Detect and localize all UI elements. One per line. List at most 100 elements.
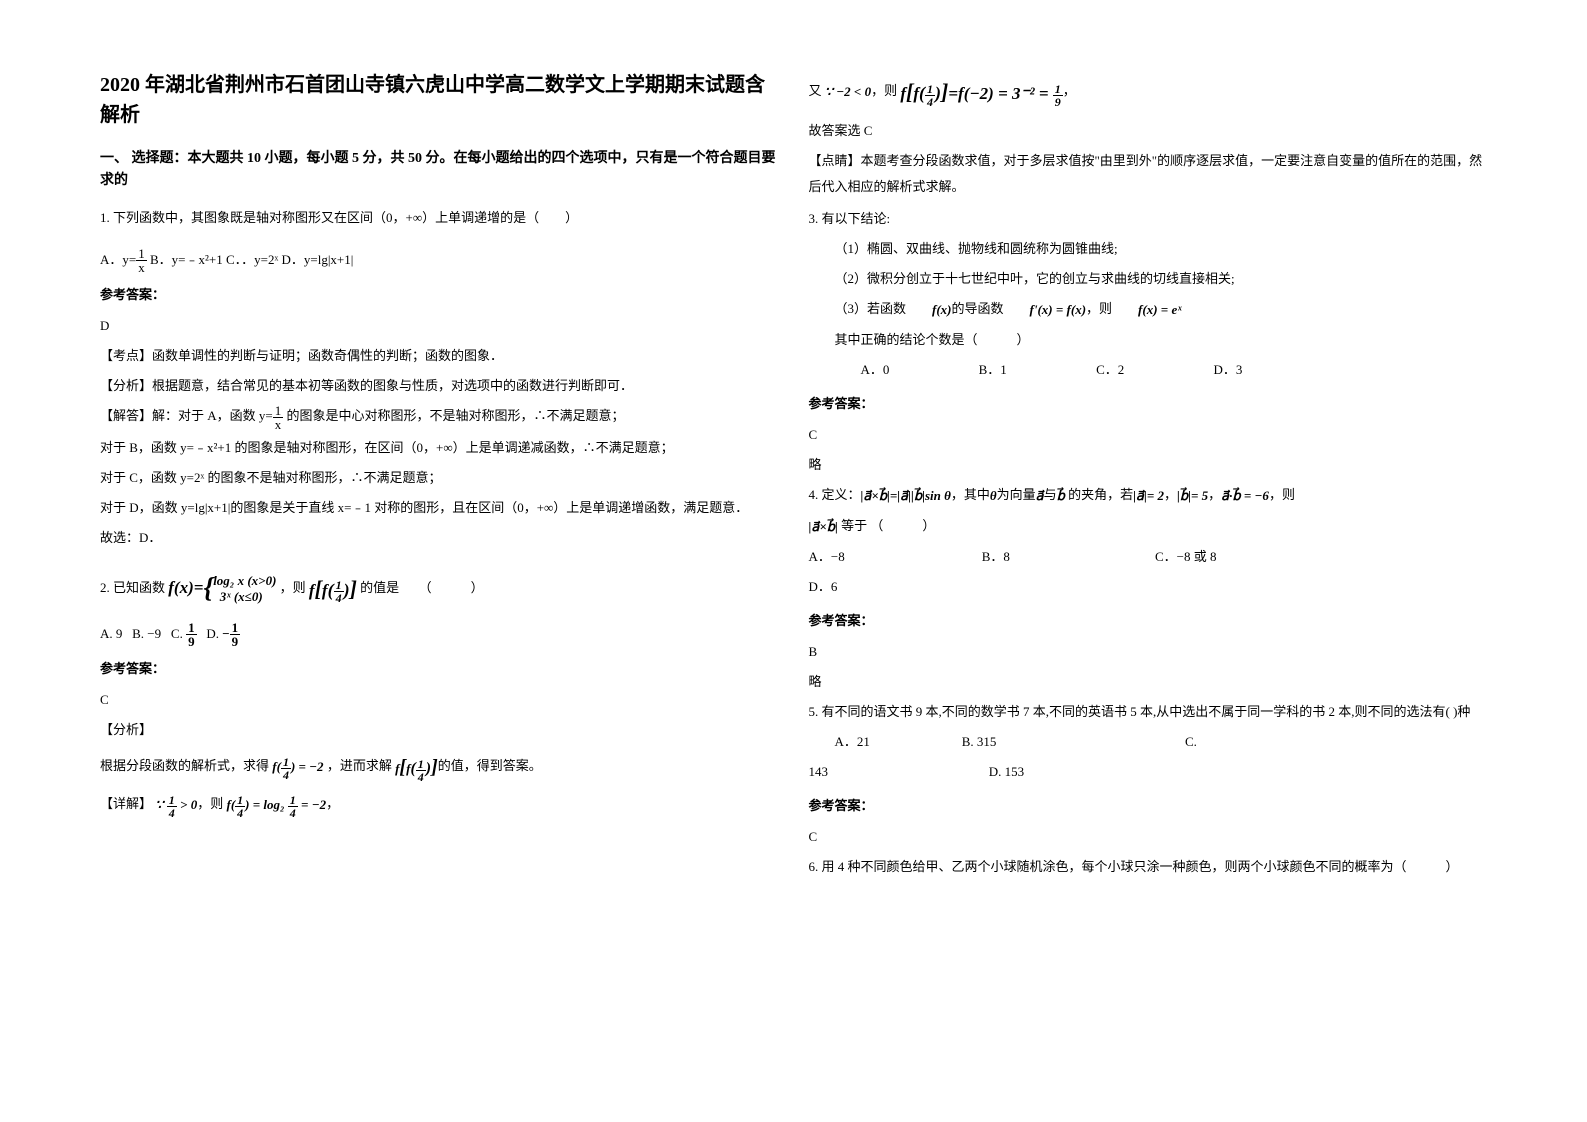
q2-ana-f14: f(14) = −2 [272, 754, 323, 781]
q2-detail-label: 【详解】 [100, 796, 152, 811]
q4-conda: |a⃗|= 2 [1133, 483, 1164, 509]
q2-analysis-label: 【分析】 [100, 717, 779, 743]
q1-answer: D [100, 313, 779, 339]
q2-answer-label: 参考答案： [100, 658, 779, 677]
q2-prefix: 2. 已知函数 [100, 580, 165, 595]
q1-stem: 1. 下列函数中，其图象既是轴对称图形又在区间（0，+∞）上单调递增的是（ ） [100, 205, 779, 231]
q2-suffix: 的值是 （ ） [357, 580, 484, 595]
q4-prefix: 4. 定义： [809, 487, 861, 502]
q4-theta: θ [990, 483, 997, 509]
q3-result: f(x) = eˣ [1112, 297, 1182, 323]
q1-analysis: 【分析】根据题意，结合常见的基本初等函数的图象与性质，对选项中的函数进行判断即可… [100, 373, 779, 399]
q5-optA: A．21 [809, 729, 959, 755]
q4-c2: ， [1208, 487, 1221, 502]
q4-condb: |b⃗|= 5 [1177, 483, 1208, 509]
q4-c3: ，则 [1269, 487, 1295, 502]
q3-brief: 略 [809, 452, 1488, 478]
q1-solve-C: 对于 C，函数 y=2ˣ 的图象不是轴对称图形，∴不满足题意； [100, 465, 779, 491]
q1-point: 【考点】函数单调性的判断与证明；函数奇偶性的判断；函数的图象． [100, 343, 779, 369]
document-title: 2020 年湖北省荆州市石首团山寺镇六虎山中学高二数学文上学期期末试题含解析 [100, 70, 779, 130]
q1-answer-label: 参考答案： [100, 284, 779, 303]
q1-options: A．y=1x B．y=﹣x²+1 C．．y=2ˣ D．y=lg|x+1| [100, 247, 779, 275]
q4-vb: b⃗ [1057, 483, 1065, 509]
q4-mid1: ，其中 [951, 487, 990, 502]
q1-optD: D．y=lg|x+1| [281, 252, 353, 267]
q3-item3-mid1: 的导函数 [952, 301, 1004, 316]
q2-detail: 【详解】 ∵ 14 > 0，则 f(14) = log₂ 14 = −2， [100, 791, 779, 818]
q1-solveA-suffix: 的图象是中心对称图形，不是轴对称图形，∴不满足题意； [283, 408, 624, 423]
q4-def: |a⃗×b⃗|=|a⃗||b⃗|sin θ [861, 483, 951, 509]
q1-conclusion: 故选：D． [100, 525, 779, 551]
q2-ana-suffix: 的值，得到答案。 [438, 758, 542, 773]
q4-optA: A．−8 [809, 544, 979, 570]
q2-optA: A. 9 [100, 626, 122, 641]
q2-col2-period: ， [1063, 83, 1076, 98]
q2-piecewise-formula: f(x)={log₂ x (x>0) 3ˣ (x≤0) [168, 561, 276, 617]
q5-stem: 5. 有不同的语文书 9 本,不同的数学书 7 本,不同的英语书 5 本,从中选… [809, 699, 1488, 725]
q1-solve-D: 对于 D，函数 y=lg|x+1|的图象是关于直线 x=﹣1 对称的图形，且在区… [100, 495, 779, 521]
right-column: 又 ∵ −2 < 0，则 f[f(14)]=f(−2) = 3⁻² = 19， … [809, 70, 1488, 884]
q3-item3: （3）若函数f(x)的导函数f'(x) = f(x)，则f(x) = eˣ [809, 296, 1488, 323]
q2-col2-cond: ∵ −2 < 0 [825, 79, 871, 105]
q3-item1: （1）椭圆、双曲线、抛物线和圆统称为圆锥曲线; [809, 236, 1488, 262]
q2-mid: ，则 [280, 580, 306, 595]
q4-options-row2: D．6 [809, 574, 1488, 600]
q1-optA-fraction: 1x [136, 247, 147, 274]
q4-answer: B [809, 639, 1488, 665]
q2-optB: B. −9 [132, 626, 161, 641]
q4-and: 与 [1044, 487, 1057, 502]
q1-solve-B: 对于 B，函数 y=﹣x²+1 的图象是轴对称图形，在区间（0，+∞）上是单调递… [100, 435, 779, 461]
q2-col2-eq: f[f(14)]=f(−2) = 3⁻² = 19 [900, 70, 1062, 114]
q5-answer-label: 参考答案： [809, 795, 1488, 814]
q3-stem: 3. 有以下结论: [809, 206, 1488, 232]
q4-optC: C．−8 或 8 [1155, 544, 1217, 570]
q4-optD: D．6 [809, 574, 979, 600]
q3-item2: （2）微积分创立于十七世纪中叶，它的创立与求曲线的切线直接相关; [809, 266, 1488, 292]
q2-optC-prefix: C. [171, 626, 186, 641]
q1-solveA-fraction: 1x [273, 404, 284, 431]
q2-optD-frac: 19 [230, 621, 241, 648]
q2-ana-ff14: f[f(14)] [395, 747, 438, 787]
left-column: 2020 年湖北省荆州市石首团山寺镇六虎山中学高二数学文上学期期末试题含解析 一… [100, 70, 779, 884]
q5-answer: C [809, 824, 1488, 850]
q4-brief: 略 [809, 669, 1488, 695]
q2-answer: C [100, 687, 779, 713]
q3-answer: C [809, 422, 1488, 448]
q2-col2-conclusion: 故答案选 C [809, 118, 1488, 144]
q3-options: A．0 B．1 C．2 D．3 [809, 357, 1488, 383]
section-1-heading: 一、 选择题：本大题共 10 小题，每小题 5 分，共 50 分。在每小题给出的… [100, 148, 779, 193]
q2-ff-formula: f[f(14)] [309, 567, 357, 611]
q5-optB: B. 315 [962, 729, 1182, 755]
q2-options: A. 9 B. −9 C. 19 D. −19 [100, 621, 779, 649]
q4-mid2: 为向量 [997, 487, 1036, 502]
q3-item3-prefix: （3）若函数 [835, 301, 907, 316]
q3-fx: f(x) [906, 297, 952, 323]
q2-stem: 2. 已知函数 f(x)={log₂ x (x>0) 3ˣ (x≤0) ，则 f… [100, 561, 779, 617]
q1-optA-prefix: A．y= [100, 252, 136, 267]
q2-detail-comma: ， [326, 796, 339, 811]
q1-solve-A: 【解答】解：对于 A，函数 y=1x 的图象是中心对称图形，不是轴对称图形，∴不… [100, 403, 779, 431]
q5-optD: D. 153 [989, 759, 1024, 785]
q2-optD-neg: − [222, 626, 229, 641]
q2-detail-cond1: ∵ 14 > 0 [155, 792, 197, 819]
q3-answer-label: 参考答案： [809, 393, 1488, 412]
q2-col2-mid: ，则 [871, 83, 897, 98]
q3-optB: B．1 [953, 357, 1007, 383]
q4-stem: 4. 定义：|a⃗×b⃗|=|a⃗||b⃗|sin θ，其中θ为向量a⃗与b⃗ … [809, 482, 1488, 509]
q2-detail-mid1: ，则 [197, 796, 223, 811]
q4-va: a⃗ [1036, 483, 1044, 509]
q4-conddot: a⃗·b⃗ = −6 [1221, 483, 1269, 509]
q2-ana-mid: ，进而求解 [327, 758, 392, 773]
q4-optB: B．8 [982, 544, 1152, 570]
q1-solveA-prefix: 【解答】解：对于 A，函数 y= [100, 408, 273, 423]
q2-detail-eq1: f(14) = log₂ 14 = −2 [226, 792, 326, 819]
q2-col2-line1: 又 ∵ −2 < 0，则 f[f(14)]=f(−2) = 3⁻² = 19， [809, 70, 1488, 114]
q3-tail: 其中正确的结论个数是（ ） [809, 327, 1488, 353]
q1-optB: B．y=﹣x²+1 [150, 252, 223, 267]
q2-ana-prefix: 根据分段函数的解析式，求得 [100, 758, 269, 773]
q4-tail: 等于 （ ） [838, 518, 936, 533]
q5-options-row1: A．21 B. 315 C. [809, 729, 1488, 755]
q3-fpx: f'(x) = f(x) [1004, 297, 1087, 323]
q4-c1: ， [1164, 487, 1177, 502]
q2-analysis-text: 根据分段函数的解析式，求得 f(14) = −2 ，进而求解 f[f(14)]的… [100, 747, 779, 787]
